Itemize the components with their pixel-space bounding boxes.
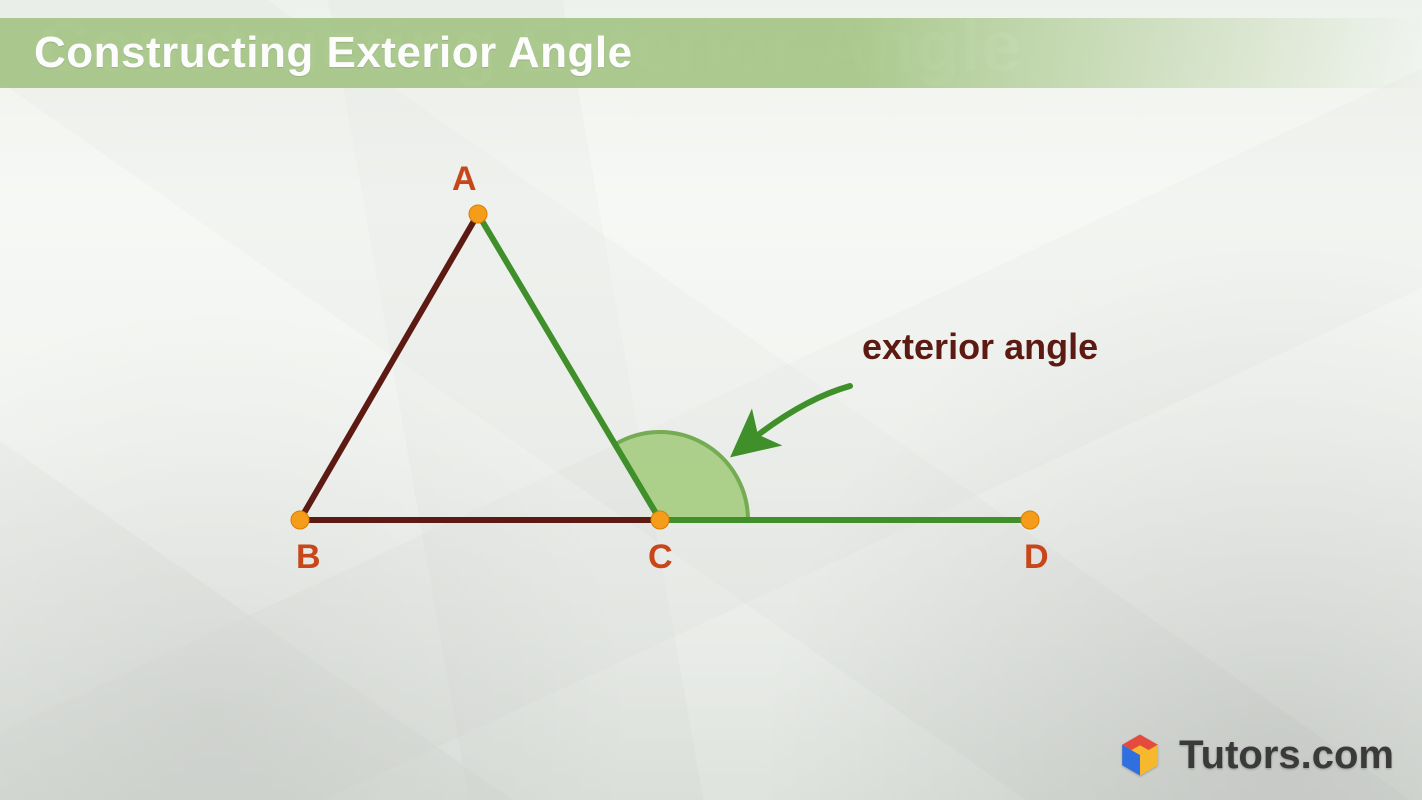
vertex-D bbox=[1021, 511, 1039, 529]
point-label-a: A bbox=[452, 160, 477, 199]
brand-name: Tutors.com bbox=[1179, 733, 1394, 778]
brand: Tutors.com bbox=[1113, 728, 1394, 782]
diagram-svg bbox=[0, 0, 1422, 800]
point-label-d: D bbox=[1024, 538, 1049, 577]
segment-AB bbox=[300, 214, 478, 520]
exterior-angle-label: exterior angle bbox=[862, 326, 1098, 368]
point-label-b: B bbox=[296, 538, 321, 577]
annotation-arrow bbox=[744, 386, 850, 446]
segment-AC bbox=[478, 214, 660, 520]
brand-hex-icon bbox=[1113, 728, 1167, 782]
vertex-B bbox=[291, 511, 309, 529]
point-label-c: C bbox=[648, 538, 673, 577]
annotation-arrow-layer bbox=[744, 386, 850, 446]
vertex-C bbox=[651, 511, 669, 529]
diagram-stage: A B C D exterior angle bbox=[0, 0, 1422, 800]
vertex-A bbox=[469, 205, 487, 223]
